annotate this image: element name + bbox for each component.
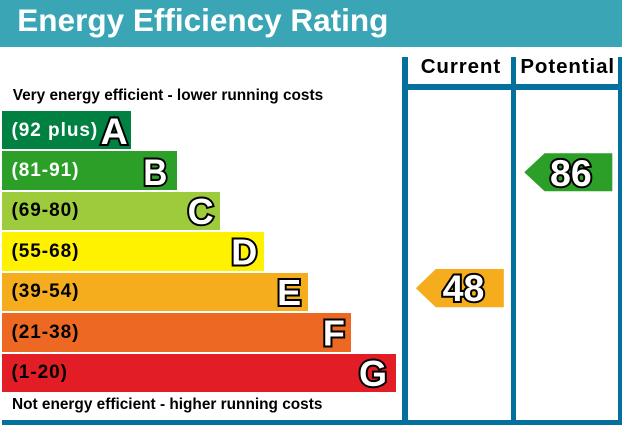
svg-text:F: F [323, 313, 345, 354]
svg-text:B: B [143, 152, 167, 193]
svg-text:C: C [188, 191, 214, 232]
svg-text:D: D [231, 232, 257, 273]
svg-text:86: 86 [550, 152, 592, 194]
svg-text:G: G [359, 353, 387, 394]
svg-text:48: 48 [443, 267, 485, 309]
svg-text:E: E [277, 272, 301, 313]
svg-text:A: A [101, 110, 128, 152]
